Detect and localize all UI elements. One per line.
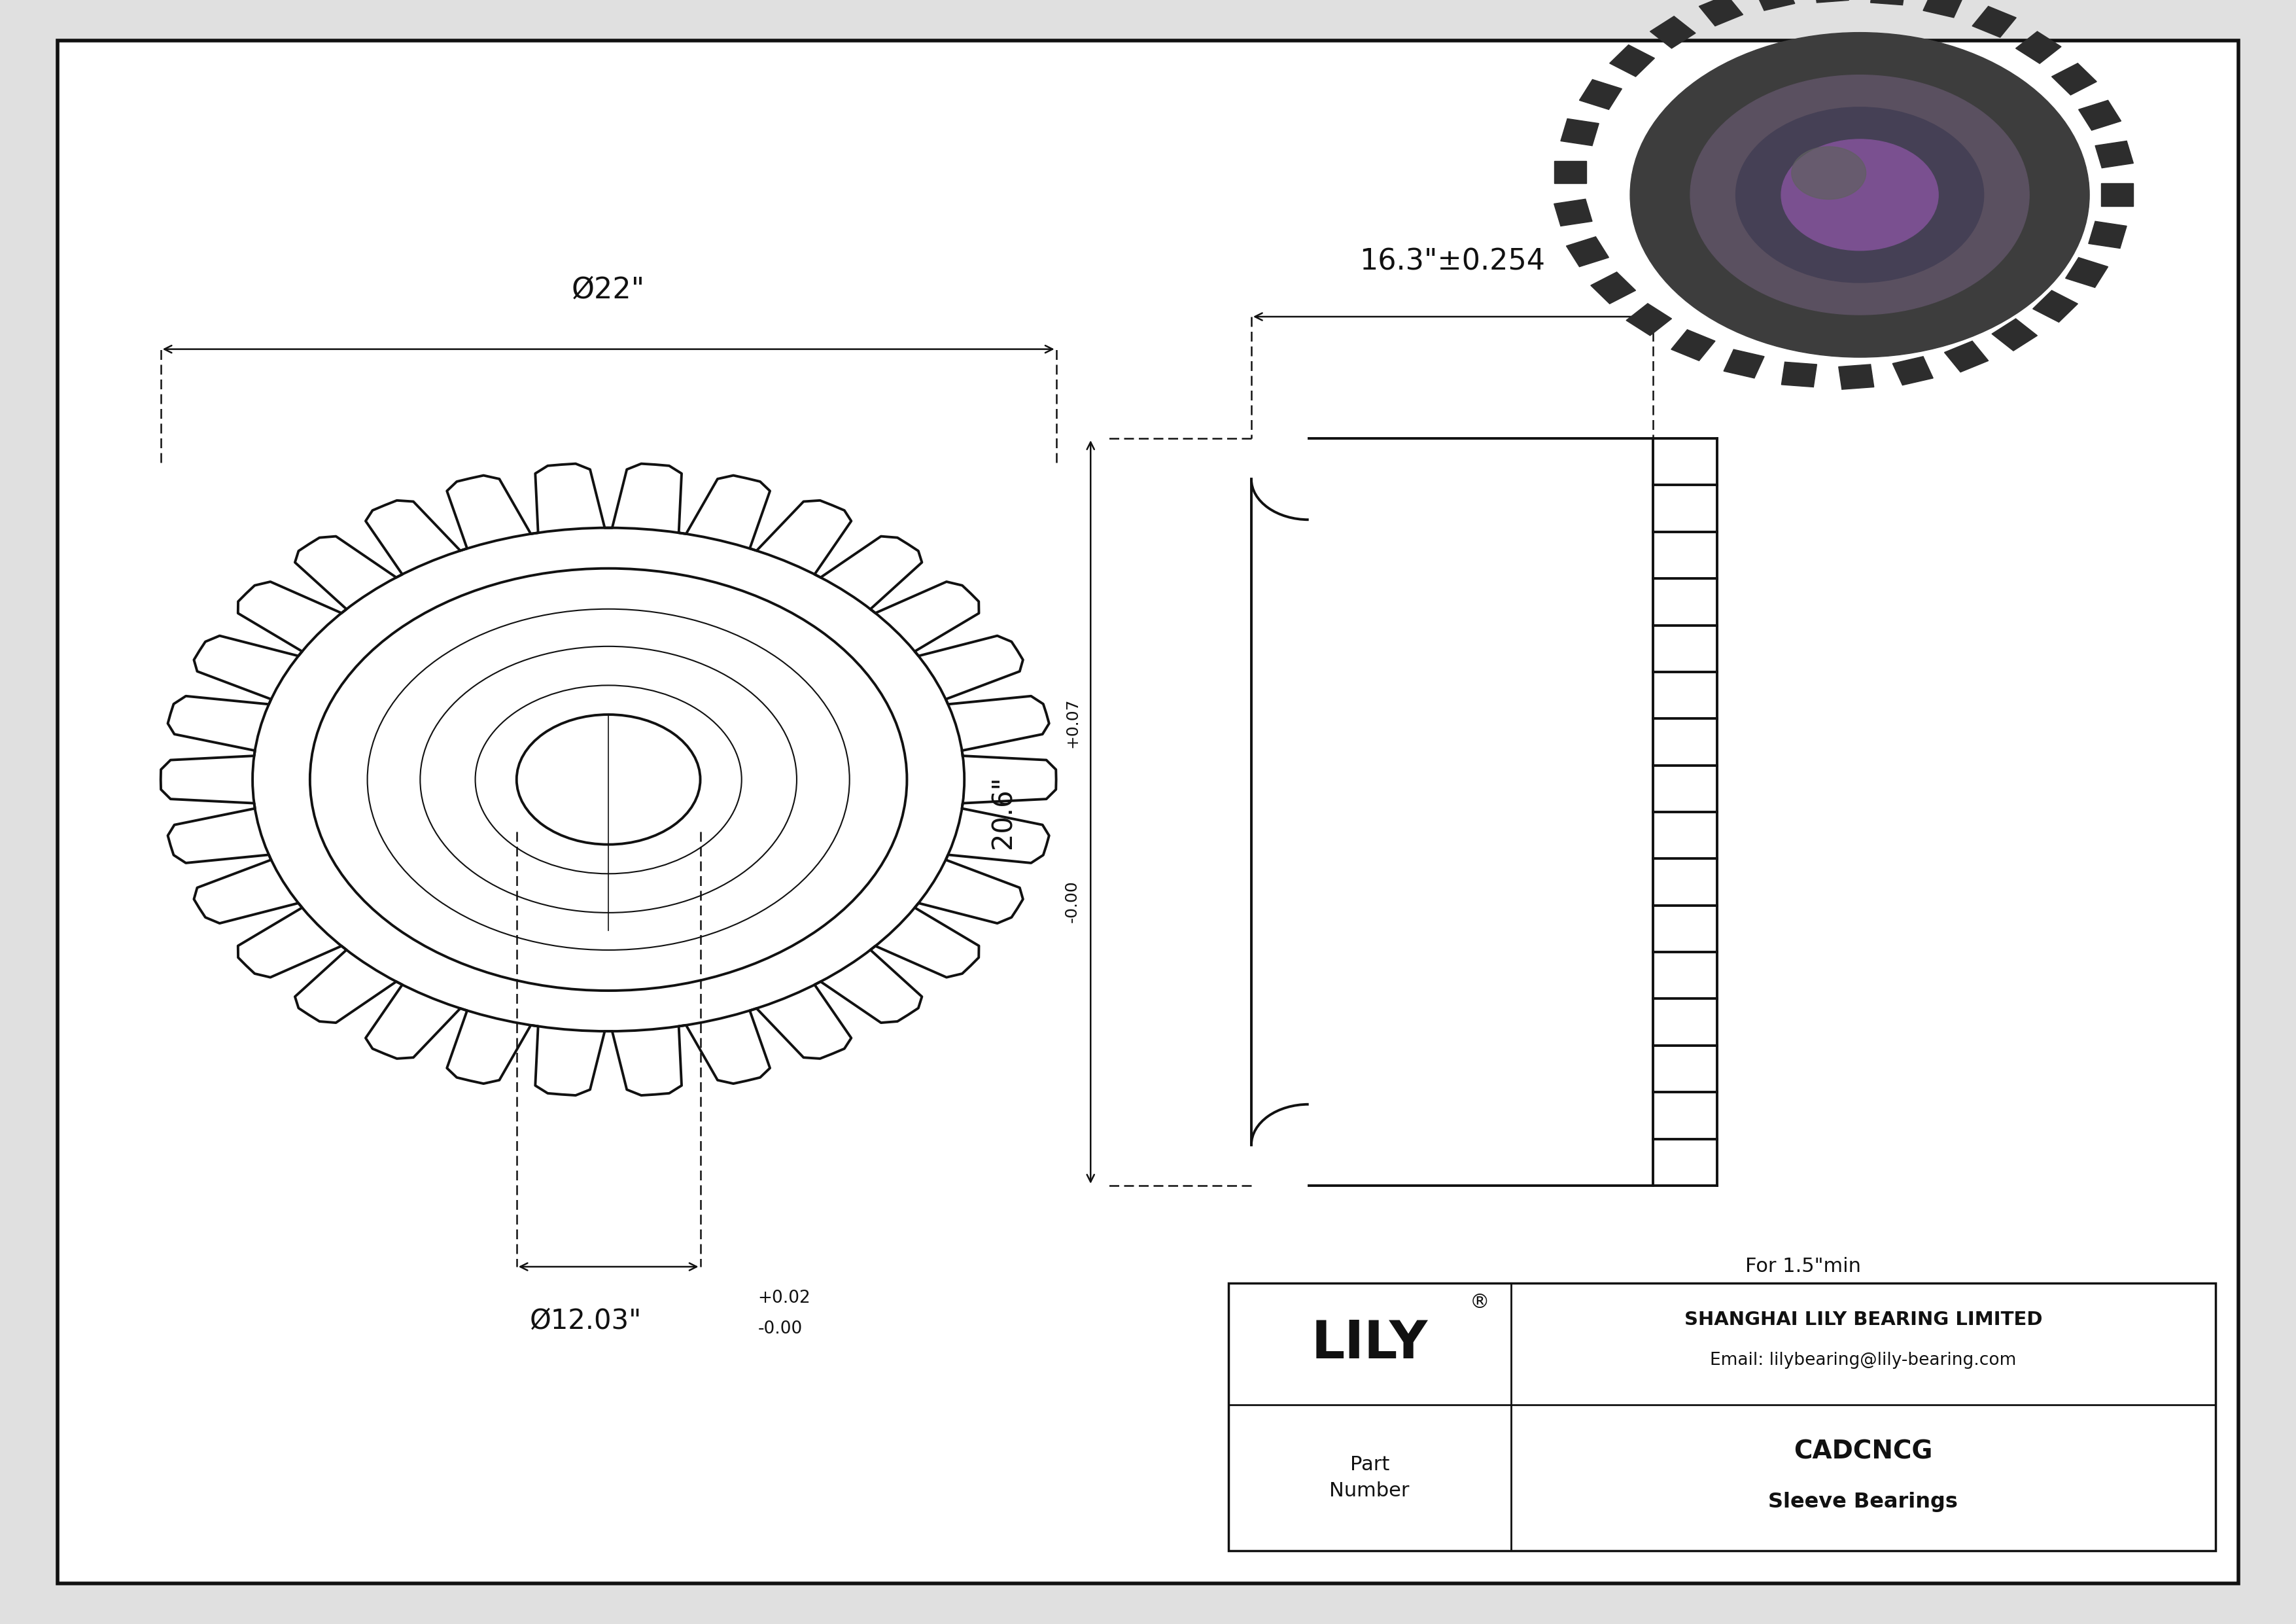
Bar [2053,63,2096,94]
Text: CADCNCG: CADCNCG [1793,1439,1933,1465]
Bar [1754,0,1795,10]
Bar [1591,273,1635,304]
Bar [1972,6,2016,37]
Bar [1945,341,1988,372]
Bar [1724,349,1763,378]
Circle shape [1736,107,1984,283]
Text: LILY: LILY [1311,1319,1428,1369]
Text: +0.07: +0.07 [1065,698,1079,747]
Text: Email: lilybearing@lily-bearing.com: Email: lilybearing@lily-bearing.com [1711,1351,2016,1369]
Bar [1609,45,1655,76]
Bar [1626,304,1671,336]
Bar [1554,161,1587,184]
Bar [1871,0,1906,5]
Bar [1561,119,1598,146]
Bar [1566,237,1609,266]
Bar [2016,31,2062,63]
Bar [1892,357,1933,385]
Text: For 1.5"min: For 1.5"min [1745,1257,1860,1276]
Circle shape [1791,146,1867,200]
Bar [1782,362,1816,387]
Bar [1651,16,1694,49]
Text: 20.6": 20.6" [990,775,1017,849]
Circle shape [1782,140,1938,250]
Bar [1671,330,1715,361]
Text: Sleeve Bearings: Sleeve Bearings [1768,1492,1958,1512]
Bar [2066,258,2108,287]
Bar [2089,221,2126,248]
Bar [1924,0,1963,18]
Text: SHANGHAI LILY BEARING LIMITED: SHANGHAI LILY BEARING LIMITED [1685,1311,2041,1328]
Bar [1993,318,2037,351]
Text: 16.3"±0.254: 16.3"±0.254 [1359,248,1545,276]
Bar [1839,364,1874,390]
Bar [1699,0,1743,26]
Text: -0.00: -0.00 [1065,880,1079,922]
Text: Part
Number: Part Number [1329,1455,1410,1501]
Text: -0.00: -0.00 [758,1320,801,1337]
Bar [1228,1283,2216,1551]
Text: sheet metal thickness: sheet metal thickness [1745,1314,1965,1333]
Bar [2078,101,2122,130]
Text: +0.02: +0.02 [758,1289,810,1306]
Text: ®: ® [1469,1293,1490,1312]
Bar [1580,80,1621,109]
Text: Ø12.03": Ø12.03" [530,1307,641,1335]
Text: Ø22": Ø22" [572,276,645,304]
Bar [2096,141,2133,167]
Bar [1554,200,1591,226]
Bar [1814,0,1848,3]
Circle shape [1630,32,2089,357]
Bar [2032,291,2078,322]
Circle shape [1690,75,2030,315]
Bar [2101,184,2133,206]
